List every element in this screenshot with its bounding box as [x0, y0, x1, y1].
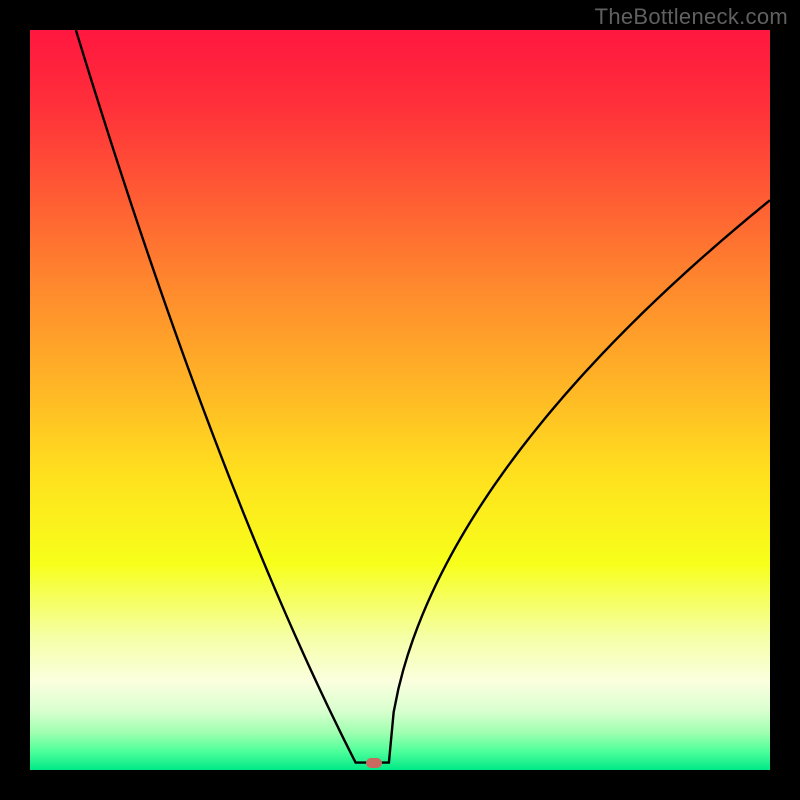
chart-curve [30, 30, 770, 770]
optimal-point-marker [366, 758, 382, 768]
watermark-text: TheBottleneck.com [595, 4, 788, 30]
bottleneck-curve-path [76, 30, 770, 763]
plot-frame [0, 0, 800, 800]
plot-area [30, 30, 770, 770]
